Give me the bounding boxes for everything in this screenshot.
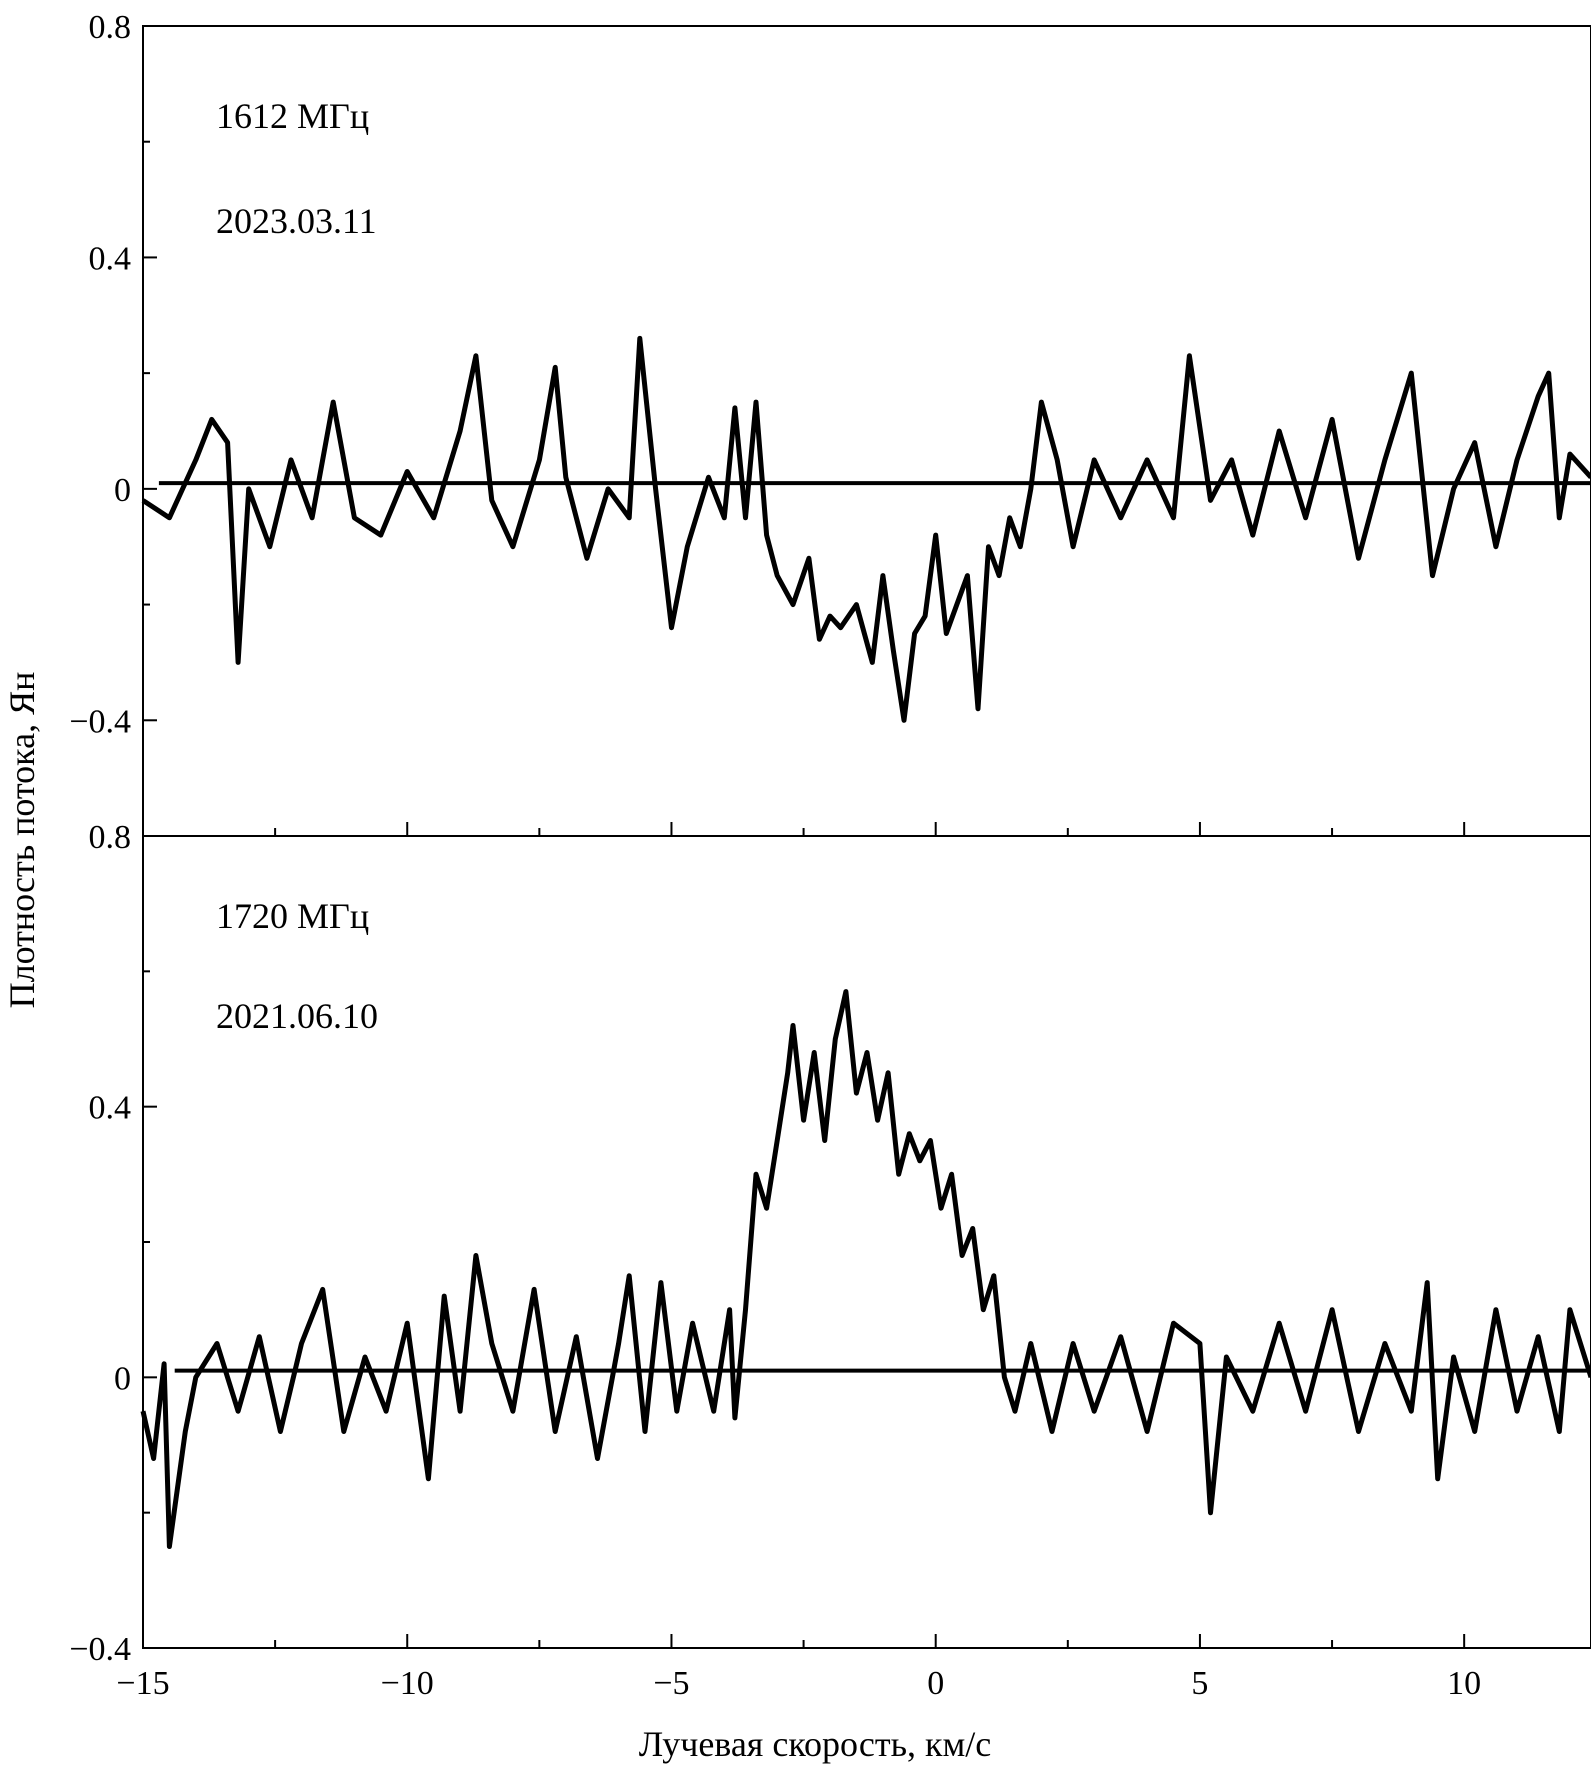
x-tick-label: 5 (1191, 1665, 1208, 1702)
panel-top-marks: −0.4 0 0.4 0.8 (69, 9, 1591, 740)
panel-top-spectrum-line (141, 335, 1591, 723)
panel-bottom-frequency-label: 1720 МГц (216, 896, 369, 936)
panel-bottom-date-label: 2021.06.10 (216, 996, 378, 1036)
x-tick-label: 0 (927, 1665, 944, 1702)
panel-top-y-tick-label: 0.4 (89, 240, 132, 277)
x-tick-label: −5 (653, 1665, 689, 1702)
x-axis-title: Лучевая скорость, км/с (639, 1724, 992, 1764)
panel-bottom-y-tick-label: 0.8 (89, 819, 132, 856)
panel-bottom-y-tick-label: −0.4 (69, 1631, 131, 1668)
panel-top-frame (142, 25, 1591, 837)
panel-top-frequency-label: 1612 МГц (216, 96, 369, 136)
x-tick-label: −10 (381, 1665, 434, 1702)
panel-bottom-marks: −0.4 0 0.4 0.8 (69, 819, 1591, 1668)
panel-bottom-y-tick-label: 0 (114, 1360, 131, 1397)
panel-top-date-label: 2023.03.11 (216, 201, 377, 241)
x-axis-ticks: −15 −10 −5 0 5 10 (116, 822, 1481, 1702)
y-axis-title: Плотность потока, Ян (2, 672, 42, 1009)
panel-bottom-frame (142, 835, 1591, 1649)
panel-top-y-tick-label: −0.4 (69, 703, 131, 740)
x-tick-label: −15 (116, 1665, 169, 1702)
panel-bottom-y-tick-label: 0.4 (89, 1090, 132, 1127)
panel-top-y-tick-label: 0 (114, 472, 131, 509)
x-tick-label: 10 (1447, 1665, 1481, 1702)
panel-top-y-tick-label: 0.8 (89, 9, 132, 46)
panel-bottom-spectrum-line (140, 989, 1591, 1549)
